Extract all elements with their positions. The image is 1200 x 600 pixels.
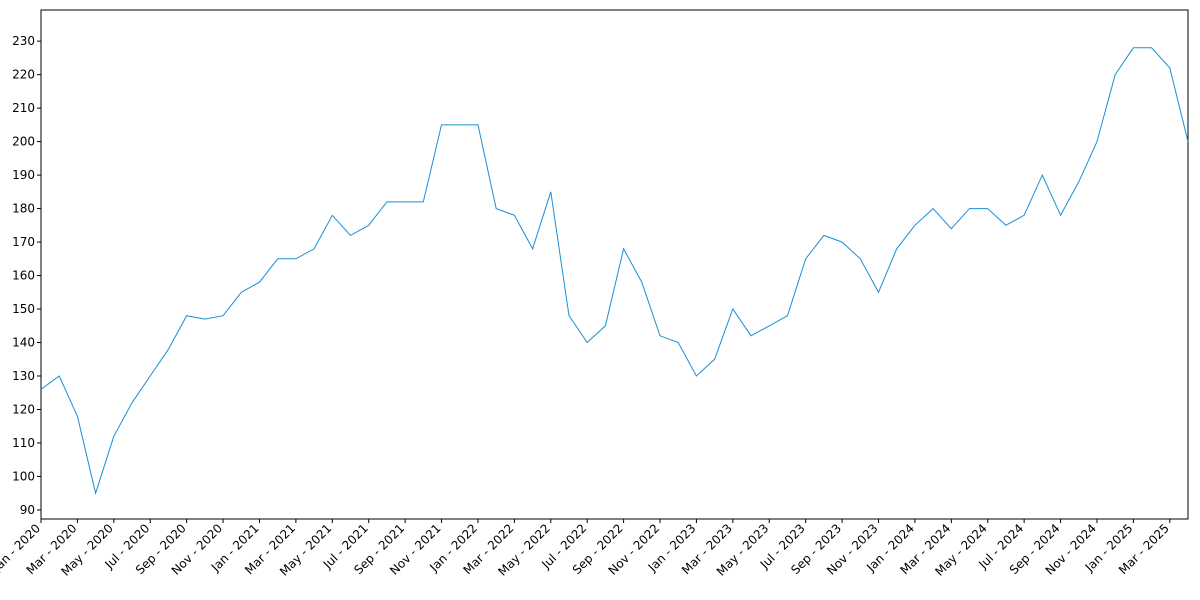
y-tick-label: 120 [12, 402, 35, 416]
y-tick-label: 90 [20, 503, 35, 517]
y-tick-label: 230 [12, 34, 35, 48]
y-tick-label: 130 [12, 369, 35, 383]
y-tick-label: 170 [12, 235, 35, 249]
price-line [40, 47, 1189, 496]
y-tick-label: 200 [12, 135, 35, 149]
y-tick-label: 210 [12, 101, 35, 115]
plot-frame [40, 9, 1189, 520]
y-tick-label: 190 [12, 168, 35, 182]
y-tick-label: 180 [12, 202, 35, 216]
y-tick-label: 110 [12, 436, 35, 450]
y-tick-label: 150 [12, 302, 35, 316]
y-tick-label: 160 [12, 269, 35, 283]
y-tick-label: 100 [12, 469, 35, 483]
y-tick-label: 220 [12, 68, 35, 82]
y-tick-label: 140 [12, 336, 35, 350]
